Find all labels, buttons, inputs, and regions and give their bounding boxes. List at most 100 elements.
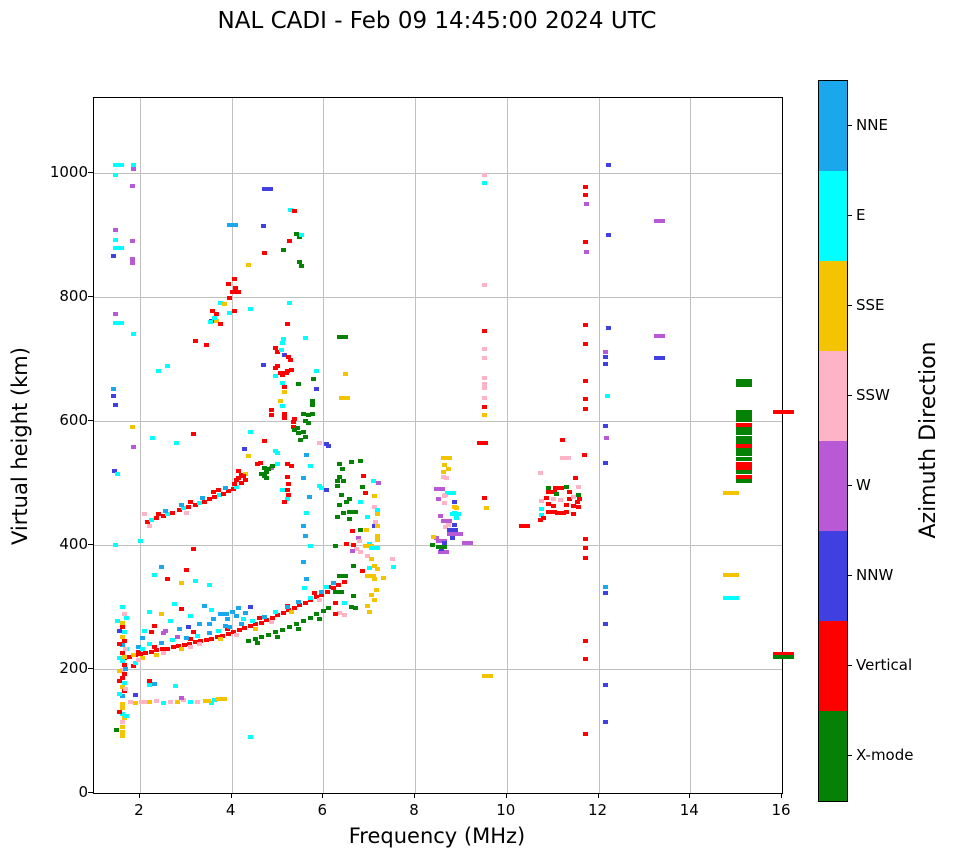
echo-point-e [142,628,148,633]
echo-point-v [574,499,580,504]
echo-point-e [247,429,253,434]
echo-point-nnw [371,524,377,529]
x-tick-mark [597,793,599,798]
echo-point-v [736,443,753,448]
echo-point-e [481,180,487,185]
echo-point-ssw [268,619,274,624]
echo-point-x [337,334,349,339]
echo-point-e [192,578,198,583]
echo-point-v [268,408,274,413]
echo-point-v [143,650,149,655]
echo-point-ssw [188,644,194,649]
echo-point-w [112,312,118,317]
echo-point-ssw [390,556,396,561]
echo-point-v [226,281,232,286]
echo-point-e [173,684,179,689]
echo-point-x [736,427,753,432]
echo-point-v [232,285,238,290]
echo-point-x [736,418,753,423]
echo-point-v [190,629,196,634]
echo-point-ssw [142,512,148,516]
echo-point-x [564,484,570,489]
echo-point-e [181,506,187,511]
echo-point-v [582,407,588,412]
echo-point-v [236,476,242,481]
echo-point-sse [441,463,447,468]
azimuth-colorbar [818,80,848,802]
echo-point-e [114,618,120,623]
echo-point-v [119,624,125,629]
echo-point-nne [284,605,290,609]
echo-point-v [188,499,194,504]
echo-point-nnw [603,683,609,688]
echo-point-sse [338,396,350,401]
echo-point-e [250,618,256,623]
echo-point-v [190,432,196,437]
echo-point-v [229,290,241,295]
echo-point-sse [147,700,153,705]
echo-point-v [187,641,193,646]
echo-point-v [203,637,209,642]
echo-point-sse [121,654,127,659]
x-tick-mark [505,793,507,798]
echo-point-sse [120,706,126,711]
x-tick-mark [230,793,232,798]
echo-point-v [258,620,264,625]
echo-point-x [266,632,272,637]
echo-point-nne [330,581,336,586]
echo-point-v [582,639,588,644]
colorbar-segment-w [819,441,847,531]
echo-point-e [275,451,281,456]
x-tick-label: 14 [679,801,699,819]
echo-point-ssw [135,657,141,662]
echo-point-v [571,503,577,508]
echo-point-sse [130,425,136,430]
echo-point-v [288,357,294,362]
echo-point-sse [120,701,126,706]
echo-point-x [736,479,753,484]
echo-point-v [236,627,242,632]
echo-point-v [269,615,275,620]
echo-point-x [340,510,346,515]
y-tick-label: 400 [59,535,88,553]
echo-point-w [433,486,445,491]
echo-point-v [537,517,543,522]
echo-point-v [332,612,338,617]
colorbar-label-nnw: NNW [856,566,894,584]
echo-point-nne [123,667,129,671]
echo-point-v [286,608,292,613]
echo-point-w [130,445,136,450]
echo-point-e [169,638,175,643]
echo-point-x [254,640,260,645]
echo-point-v [165,577,171,582]
echo-point-x [296,626,302,631]
echo-point-nne [261,614,267,619]
echo-point-v [302,600,308,605]
colorbar-tick-mark [847,575,852,576]
y-tick-mark [88,172,93,174]
echo-point-v [325,589,330,594]
echo-point-ssw [550,497,556,502]
echo-point-w [130,239,136,244]
echo-point-sse [205,699,211,704]
echo-point-e [391,564,397,569]
echo-point-w [130,256,136,261]
echo-point-ssw [167,699,173,704]
echo-point-e [117,655,123,660]
echo-point-sse [282,389,288,394]
echo-point-ssw [357,539,363,544]
echo-point-x [314,612,320,617]
echo-point-x [736,414,753,419]
echo-point-x [321,608,327,613]
echo-point-e [374,507,380,512]
echo-point-sse [133,701,139,706]
echo-point-e [216,493,222,498]
echo-point-nne [176,626,182,631]
echo-point-e [539,513,545,518]
echo-point-e [280,340,286,345]
echo-point-v [165,646,171,651]
echo-point-v [582,546,588,551]
echo-point-sse [119,620,125,625]
echo-point-x [296,431,302,436]
echo-point-v [186,505,192,510]
